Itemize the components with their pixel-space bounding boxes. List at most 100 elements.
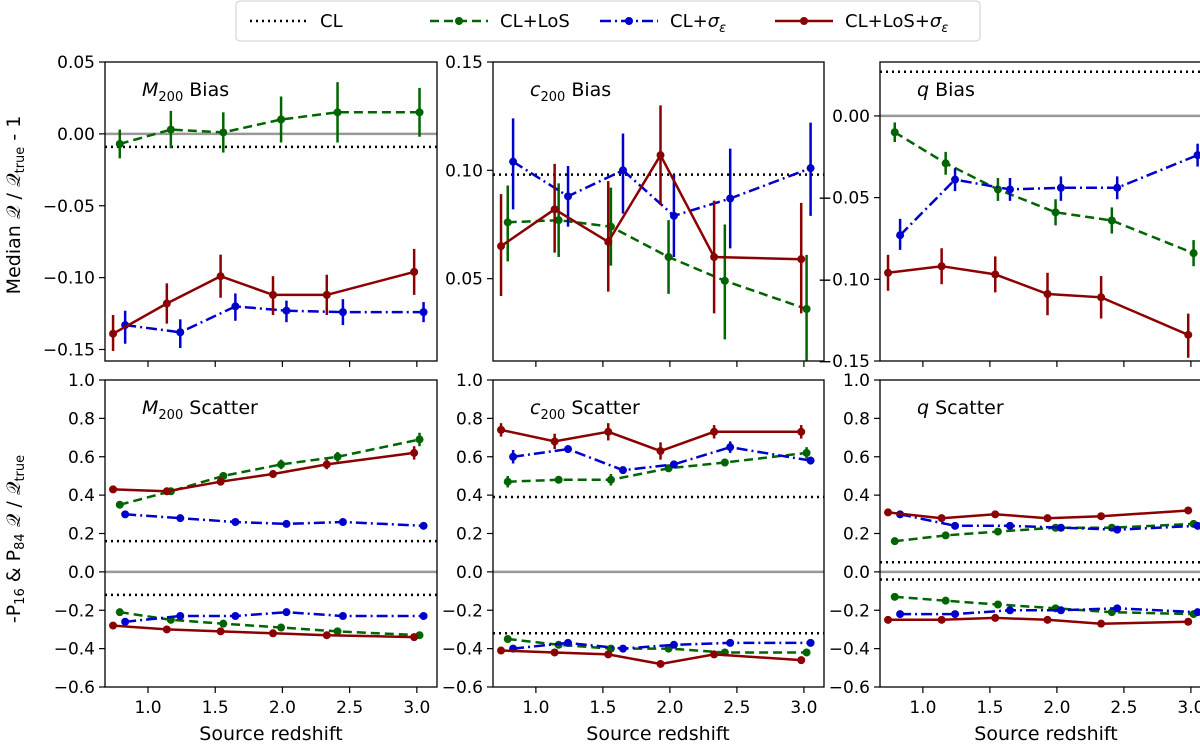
c200-bias-data-point [604,237,613,246]
q-bias-ytick-label: −0.15 [818,352,870,372]
m200-scatter-data-point [121,617,130,626]
c200-bias-data-point [797,255,806,264]
c200-bias-data-point [669,211,678,220]
q-bias-data-point [1056,183,1065,192]
m200-scatter-data-point [338,612,347,621]
c200-scatter-ytick-label: −0.6 [442,678,483,698]
c200-scatter-xtick-label: 1.5 [589,698,616,718]
legend-item-CLse: CL+σε [600,11,726,36]
c200-bias-series-line [507,218,808,311]
q-bias-data-point [991,270,1000,279]
q-bias-ytick-label: −0.05 [818,189,870,209]
y-axis-label-top: Median 𝒬 / 𝒬true - 1 [3,116,28,295]
q-scatter-data-point [941,596,950,605]
m200-bias-series-CLLoS-0 [115,82,424,159]
x-axis-label-left: Source redshift [199,723,342,745]
m200-scatter-series-CLse-1 [121,510,428,530]
q-scatter-series-line [894,522,1194,543]
q-scatter-series-CLLoS-3 [890,592,1198,619]
m200-scatter-data-point [333,452,342,461]
c200-scatter-ytick-label: 0.4 [456,486,483,506]
c200-bias-panel: 0.15 0.10 0.05 c200 Bias [445,53,825,367]
q-scatter-xtick-label: 3.0 [1177,698,1200,718]
m200-bias-series-line [112,270,415,335]
q-scatter-data-point [991,510,1000,519]
m200-scatter-ytick-label: 0.6 [68,448,95,468]
m200-scatter-data-point [277,623,286,632]
q-scatter-ytick-label: 0.0 [843,563,870,583]
c200-scatter-ytick-label: 0.8 [456,409,483,429]
q-scatter-data-point [1005,521,1014,530]
c200-bias-series-line [512,160,812,218]
q-bias-frame [879,61,1200,362]
c200-scatter-data-point [669,460,678,469]
q-scatter-data-point [1097,619,1106,628]
m200-scatter-ytick-label: 0.2 [68,525,95,545]
q-bias-data-point [1113,183,1122,192]
c200-scatter-series-CLse-1 [509,441,815,475]
m200-scatter-frame [104,379,438,688]
c200-scatter-series-line [507,451,807,483]
legend-label-CLse: CL+σε [670,11,726,36]
c200-bias-ytick-label: 0.15 [445,53,483,73]
legend-item-CL: CL [250,11,343,32]
q-scatter-data-point [1056,523,1065,532]
q-bias-data-point [1193,151,1200,160]
c200-scatter-data-point [710,650,719,659]
c200-scatter-series-line [500,649,802,666]
m200-bias-frame [104,61,438,362]
q-scatter-ytick-label: −0.2 [829,601,870,621]
c200-scatter-data-point [797,656,806,665]
q-scatter-series-line [888,616,1189,625]
m200-scatter-data-point [338,517,347,526]
q-scatter-data-point [896,610,905,619]
m200-scatter-data-point [415,435,424,444]
c200-bias-series-line [500,152,802,261]
q-bias-series-CLse-1 [896,143,1200,250]
m200-scatter-data-point [121,510,130,519]
m200-bias-ytick-label: −0.15 [43,341,95,361]
m200-bias-data-point [338,308,347,317]
m200-bias-data-point [231,302,240,311]
m200-scatter-data-point [333,627,342,636]
c200-bias-data-point [656,151,665,160]
q-scatter-series-line [899,513,1198,531]
m200-bias-data-point [322,290,331,299]
q-scatter-title: q Scatter [917,397,1004,419]
m200-bias-data-point [176,328,185,337]
m200-scatter-data-point [282,608,291,617]
c200-scatter-data-point [604,650,613,659]
q-scatter-ytick-label: 0.8 [843,409,870,429]
c200-bias-data-point [509,157,518,166]
c200-scatter-data-point [656,659,665,668]
q-bias-ytick-label: 0.00 [832,107,870,127]
q-scatter-ytick-label: 0.6 [843,448,870,468]
m200-bias-data-point [419,308,428,317]
c200-bias-ytick-label: 0.10 [445,161,483,181]
m200-scatter-series-CLLoSse-5 [109,621,419,642]
q-scatter-series-CLse-4 [896,604,1200,619]
m200-scatter-ytick-label: 0.4 [68,486,95,506]
c200-bias-data-point [503,218,512,227]
q-scatter-panel: 1.0 0.8 0.6 0.4 0.2 0.0 −0.2 −0.4 −0.6 1.0 1.5 2.0 2… [829,371,1200,718]
c200-scatter-series-line [512,445,811,472]
q-bias-title: q Bias [917,79,975,101]
c200-bias-data-point [802,305,811,313]
c200-scatter-ytick-label: 0.0 [456,563,483,583]
m200-scatter-series-line [113,451,415,493]
c200-scatter-data-point [802,448,811,457]
q-bias-data-point [951,175,960,184]
q-scatter-data-point [890,537,899,546]
m200-scatter-data-point [231,612,240,621]
m200-bias-data-point [282,306,291,315]
c200-scatter-series-CLLoSse-5 [497,646,806,668]
m200-scatter-data-point [282,519,291,528]
m200-scatter-ytick-label: 0.0 [68,563,95,583]
legend: CL CL+LoS CL+σε CL+LoS+σε [235,0,981,42]
c200-scatter-data-point [710,427,719,436]
m200-scatter-data-point [216,477,225,486]
c200-scatter-frame [492,379,825,688]
c200-scatter-xtick-label: 2.5 [723,698,750,718]
c200-scatter-series-CLLoS-0 [503,447,811,488]
